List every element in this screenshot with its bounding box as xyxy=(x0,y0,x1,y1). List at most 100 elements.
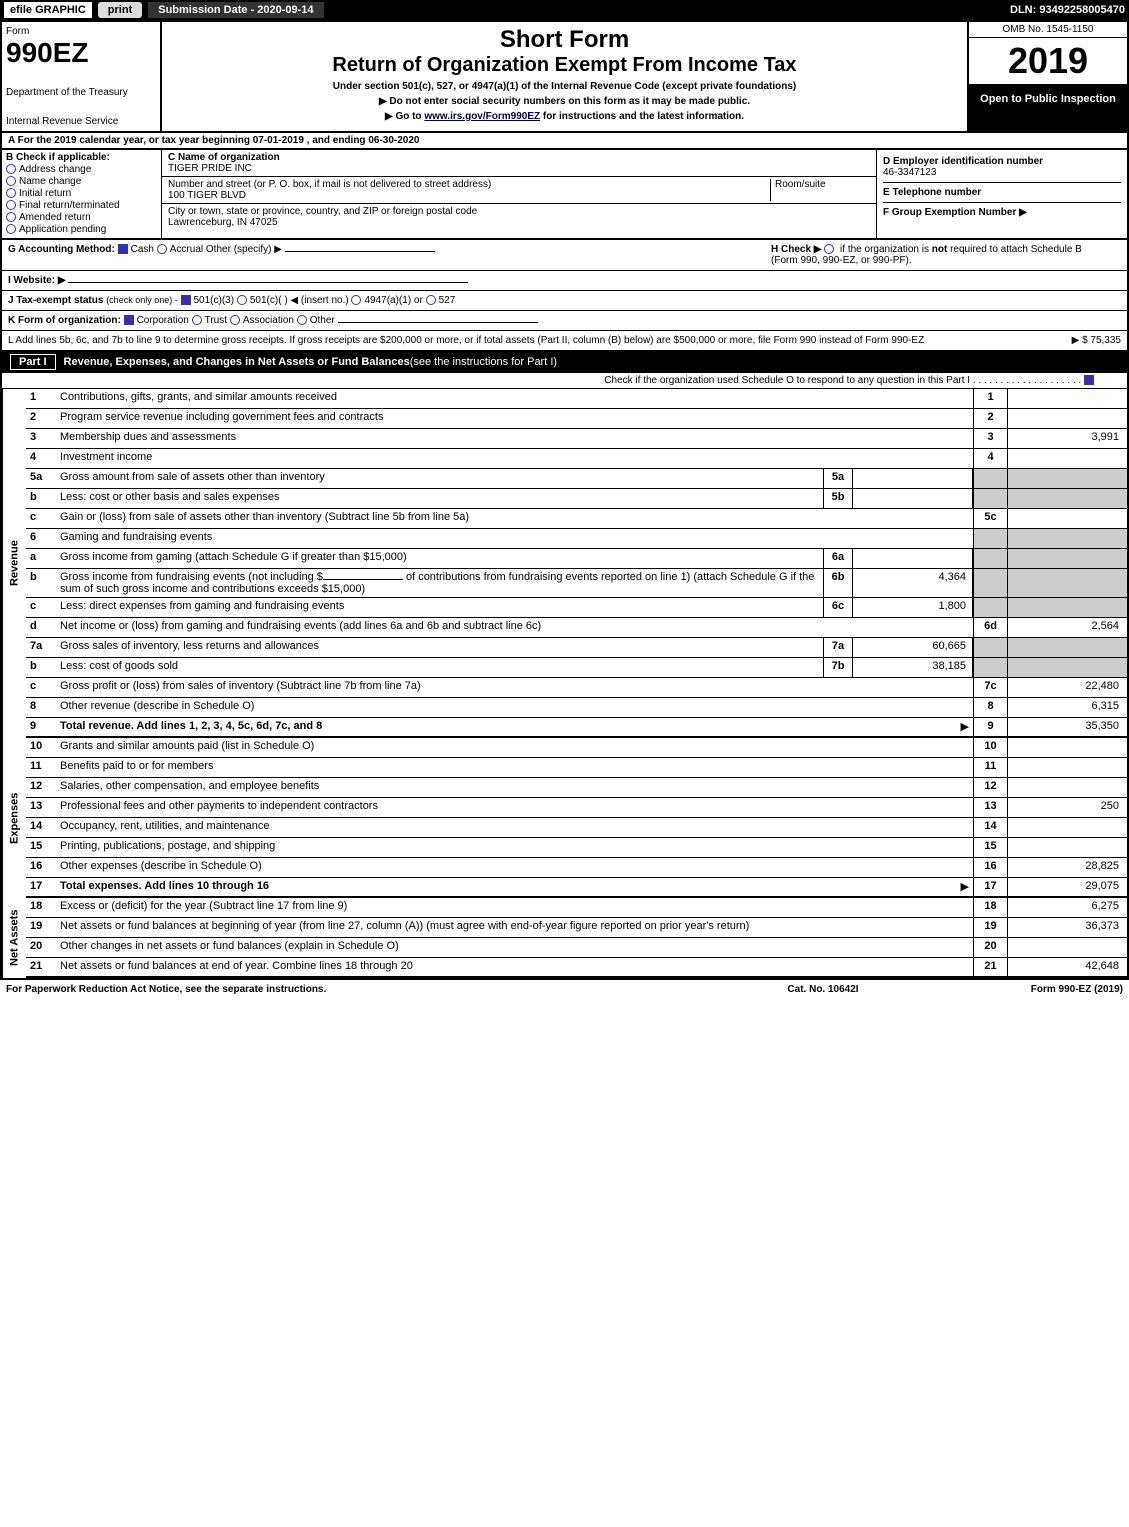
room-label: Room/suite xyxy=(775,179,826,190)
val-1 xyxy=(1007,389,1127,408)
header-right: OMB No. 1545-1150 2019 Open to Public In… xyxy=(967,22,1127,131)
val-6c: 1,800 xyxy=(853,598,973,617)
form-ref: Form 990-EZ (2019) xyxy=(923,984,1123,995)
chk-final-return[interactable]: Final return/terminated xyxy=(6,200,157,211)
org-city: Lawrenceburg, IN 47025 xyxy=(168,217,278,228)
line-21: 21Net assets or fund balances at end of … xyxy=(26,958,1127,978)
c-addr-label: Number and street (or P. O. box, if mail… xyxy=(168,179,491,190)
chk-schedule-o[interactable] xyxy=(1084,375,1094,385)
j-tax-exempt-row: J Tax-exempt status (check only one) - 5… xyxy=(2,291,1127,311)
line-20: 20Other changes in net assets or fund ba… xyxy=(26,938,1127,958)
line-10: 10Grants and similar amounts paid (list … xyxy=(26,738,1127,758)
line-7a: 7aGross sales of inventory, less returns… xyxy=(26,638,1127,658)
chk-trust[interactable] xyxy=(192,315,202,325)
chk-address-change[interactable]: Address change xyxy=(6,164,157,175)
val-6d: 2,564 xyxy=(1007,618,1127,637)
page-footer: For Paperwork Reduction Act Notice, see … xyxy=(0,980,1129,999)
line-12: 12Salaries, other compensation, and empl… xyxy=(26,778,1127,798)
form-990ez: Form 990EZ Department of the Treasury In… xyxy=(0,20,1129,980)
line-5a: 5aGross amount from sale of assets other… xyxy=(26,469,1127,489)
chk-4947[interactable] xyxy=(351,295,361,305)
org-address: 100 TIGER BLVD xyxy=(168,190,246,201)
val-5a xyxy=(853,469,973,488)
val-13: 250 xyxy=(1007,798,1127,817)
k-org-form-row: K Form of organization: Corporation Trus… xyxy=(2,311,1127,331)
header-left: Form 990EZ Department of the Treasury In… xyxy=(2,22,162,131)
part-1-header: Part I Revenue, Expenses, and Changes in… xyxy=(2,351,1127,373)
chk-name-change[interactable]: Name change xyxy=(6,176,157,187)
line-16: 16Other expenses (describe in Schedule O… xyxy=(26,858,1127,878)
chk-initial-return[interactable]: Initial return xyxy=(6,188,157,199)
dept-treasury: Department of the Treasury xyxy=(6,87,156,98)
omb-number: OMB No. 1545-1150 xyxy=(969,22,1127,38)
entity-section: B Check if applicable: Address change Na… xyxy=(2,150,1127,240)
val-2 xyxy=(1007,409,1127,428)
tax-period: A For the 2019 calendar year, or tax yea… xyxy=(2,133,1127,150)
short-form-title: Short Form xyxy=(170,26,959,54)
c-name-label: C Name of organization xyxy=(168,152,280,163)
submission-date-button[interactable]: Submission Date - 2020-09-14 xyxy=(148,2,323,18)
l-text: L Add lines 5b, 6c, and 7b to line 9 to … xyxy=(8,335,924,346)
paperwork-notice: For Paperwork Reduction Act Notice, see … xyxy=(6,984,723,995)
revenue-side-label: Revenue xyxy=(2,389,26,738)
val-5c xyxy=(1007,509,1127,528)
chk-501c3[interactable] xyxy=(181,295,191,305)
irs-link[interactable]: www.irs.gov/Form990EZ xyxy=(424,111,540,122)
i-label: I Website: ▶ xyxy=(8,275,66,286)
l-value: ▶ $ 75,335 xyxy=(1072,335,1121,346)
val-7a: 60,665 xyxy=(853,638,973,657)
goto-pre: ▶ Go to xyxy=(385,111,424,122)
val-15 xyxy=(1007,838,1127,857)
chk-amended-return[interactable]: Amended return xyxy=(6,212,157,223)
chk-527[interactable] xyxy=(426,295,436,305)
cat-no: Cat. No. 10642I xyxy=(723,984,923,995)
line-1: 1Contributions, gifts, grants, and simil… xyxy=(26,389,1127,409)
line-6b: bGross income from fundraising events (n… xyxy=(26,569,1127,598)
dept-irs: Internal Revenue Service xyxy=(6,116,156,127)
val-5b xyxy=(853,489,973,508)
line-14: 14Occupancy, rent, utilities, and mainte… xyxy=(26,818,1127,838)
goto-note: ▶ Go to www.irs.gov/Form990EZ for instru… xyxy=(170,111,959,122)
return-title: Return of Organization Exempt From Incom… xyxy=(170,54,959,77)
ein-value: 46-3347123 xyxy=(883,167,1121,178)
form-word: Form xyxy=(6,26,156,37)
val-17: 29,075 xyxy=(1007,878,1127,896)
expenses-section: Expenses 10Grants and similar amounts pa… xyxy=(2,738,1127,898)
top-bar: efile GRAPHIC print Submission Date - 20… xyxy=(0,0,1129,20)
g-h-row: G Accounting Method: Cash Accrual Other … xyxy=(2,240,1127,271)
val-12 xyxy=(1007,778,1127,797)
line-11: 11Benefits paid to or for members11 xyxy=(26,758,1127,778)
val-11 xyxy=(1007,758,1127,777)
goto-post: for instructions and the latest informat… xyxy=(540,111,744,122)
val-6b: 4,364 xyxy=(853,569,973,597)
val-14 xyxy=(1007,818,1127,837)
under-section: Under section 501(c), 527, or 4947(a)(1)… xyxy=(170,81,959,92)
section-d-e-f: D Employer identification number 46-3347… xyxy=(877,150,1127,238)
ssn-note: ▶ Do not enter social security numbers o… xyxy=(170,96,959,107)
chk-corp[interactable] xyxy=(124,315,134,325)
line-6: 6Gaming and fundraising events xyxy=(26,529,1127,549)
chk-assoc[interactable] xyxy=(230,315,240,325)
line-6a: aGross income from gaming (attach Schedu… xyxy=(26,549,1127,569)
val-16: 28,825 xyxy=(1007,858,1127,877)
h-label: H Check ▶ xyxy=(771,244,821,255)
chk-cash[interactable] xyxy=(118,244,128,254)
net-assets-side-label: Net Assets xyxy=(2,898,26,978)
line-15: 15Printing, publications, postage, and s… xyxy=(26,838,1127,858)
chk-application-pending[interactable]: Application pending xyxy=(6,224,157,235)
g-label: G Accounting Method: xyxy=(8,244,115,255)
l-gross-receipts-row: L Add lines 5b, 6c, and 7b to line 9 to … xyxy=(2,331,1127,351)
chk-501c[interactable] xyxy=(237,295,247,305)
dln-label: DLN: 93492258005470 xyxy=(1010,4,1125,16)
d-ein-label: D Employer identification number xyxy=(883,156,1121,167)
print-button[interactable]: print xyxy=(98,2,142,18)
b-header: B Check if applicable: xyxy=(6,152,157,163)
part-1-sub: Check if the organization used Schedule … xyxy=(2,373,1127,389)
header-center: Short Form Return of Organization Exempt… xyxy=(162,22,967,131)
chk-h[interactable] xyxy=(824,244,834,254)
j-label: J Tax-exempt status xyxy=(8,295,103,306)
revenue-section: Revenue 1Contributions, gifts, grants, a… xyxy=(2,389,1127,738)
chk-accrual[interactable] xyxy=(157,244,167,254)
i-website-row: I Website: ▶ xyxy=(2,271,1127,291)
chk-other-org[interactable] xyxy=(297,315,307,325)
